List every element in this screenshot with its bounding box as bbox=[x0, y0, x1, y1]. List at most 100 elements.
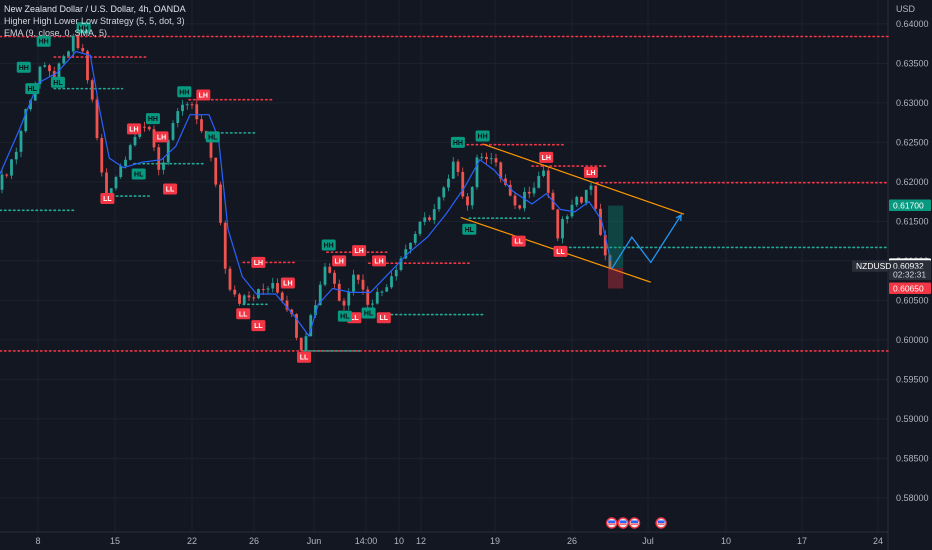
candle-body bbox=[418, 221, 422, 234]
candle-body bbox=[176, 111, 180, 123]
candle-body bbox=[513, 195, 517, 206]
chart-legend: New Zealand Dollar / U.S. Dollar, 4h, OA… bbox=[4, 3, 186, 39]
swing-label-lh: LH bbox=[196, 89, 211, 101]
economic-event-flag[interactable] bbox=[606, 517, 618, 529]
event-flags[interactable] bbox=[606, 517, 667, 529]
candle-body bbox=[76, 35, 80, 48]
swing-label-ll: LL bbox=[553, 245, 568, 257]
candle-body bbox=[157, 147, 161, 170]
candle-body bbox=[299, 337, 303, 351]
candle-body bbox=[537, 175, 541, 188]
ema-line bbox=[0, 50, 612, 338]
candle-body bbox=[532, 187, 536, 194]
candle-body bbox=[124, 159, 127, 167]
candle-body bbox=[380, 291, 384, 293]
candle-body bbox=[570, 204, 574, 217]
economic-event-flag[interactable] bbox=[628, 517, 641, 529]
indicator-ema-label[interactable]: EMA (9, close, 0, SMA, 5) bbox=[4, 28, 108, 38]
candle-body bbox=[10, 159, 13, 176]
candle-body bbox=[162, 162, 165, 170]
time-axis[interactable]: 8 15 22 26 Jun 14:00 10 12 19 26 Jul 10 17 24 bbox=[35, 536, 883, 546]
price-tick-label: 0.59500 bbox=[896, 374, 929, 384]
candle-body bbox=[485, 156, 488, 160]
projection-path[interactable] bbox=[611, 214, 682, 270]
indicator-hhll-label[interactable]: Higher High Lower Low Strategy (5, 5, do… bbox=[4, 16, 185, 26]
candle-body bbox=[480, 156, 484, 158]
position-target-zone[interactable] bbox=[608, 205, 624, 268]
candle-body bbox=[447, 178, 450, 188]
candle-body bbox=[223, 222, 227, 269]
candle-body bbox=[575, 196, 579, 205]
swing-label-text: HL bbox=[465, 227, 475, 234]
candle-body bbox=[599, 208, 602, 235]
candle-body bbox=[119, 166, 123, 178]
swing-label-hh: HH bbox=[475, 130, 490, 142]
price-tag-text: 02:32:31 bbox=[893, 270, 926, 280]
candle-body bbox=[71, 35, 75, 52]
currency-label: USD bbox=[896, 4, 916, 14]
candle-body bbox=[214, 157, 218, 185]
swing-label-text: HL bbox=[364, 310, 374, 317]
candle-body bbox=[29, 100, 32, 110]
economic-event-flag[interactable] bbox=[617, 517, 629, 529]
time-tick-label: 12 bbox=[416, 536, 426, 546]
candle-body bbox=[276, 283, 279, 293]
economic-event-flag[interactable] bbox=[655, 517, 667, 529]
position-stop-zone[interactable] bbox=[608, 267, 624, 289]
price-tick-label: 0.62000 bbox=[896, 177, 929, 187]
candle-body bbox=[390, 276, 393, 288]
swing-label-text: LL bbox=[103, 196, 112, 203]
channel-line[interactable] bbox=[482, 143, 685, 215]
candle-body bbox=[290, 309, 294, 315]
candle-body bbox=[266, 288, 270, 290]
swing-label-lh: LH bbox=[583, 166, 598, 178]
swing-label-text: LH bbox=[199, 92, 208, 99]
candle-body bbox=[304, 336, 308, 351]
swing-label-lh: LH bbox=[126, 123, 141, 135]
price-tags: 0.617000.609500.6093202:32:310.60650NZDU… bbox=[852, 199, 931, 294]
candle-body bbox=[271, 283, 275, 289]
candle-body bbox=[62, 56, 66, 64]
candle-body bbox=[589, 185, 593, 190]
candle-body bbox=[295, 314, 298, 338]
candle-body bbox=[375, 291, 379, 304]
candle-body bbox=[342, 300, 346, 306]
swing-label-text: LL bbox=[300, 355, 309, 362]
swing-label-ll: LL bbox=[297, 351, 311, 363]
candle-body bbox=[24, 109, 28, 132]
swing-label-hl: HL bbox=[25, 83, 40, 95]
swing-label-hl: HL bbox=[205, 131, 220, 143]
swing-label-hh: HH bbox=[321, 239, 336, 251]
price-tick-label: 0.63000 bbox=[896, 98, 929, 108]
time-tick-label: 22 bbox=[187, 536, 197, 546]
candle-body bbox=[48, 65, 51, 72]
swing-label-lh: LH bbox=[280, 277, 295, 289]
swing-label-ll: LL bbox=[100, 192, 115, 204]
candle-body bbox=[323, 266, 327, 285]
candle-body bbox=[432, 209, 436, 220]
time-tick-label: 15 bbox=[110, 536, 120, 546]
swing-label-text: HH bbox=[79, 25, 89, 32]
time-tick-label: 19 bbox=[490, 536, 500, 546]
candle-body bbox=[347, 291, 351, 306]
swing-label-lh: LH bbox=[372, 255, 387, 267]
symbol-title[interactable]: New Zealand Dollar / U.S. Dollar, 4h, OA… bbox=[4, 4, 186, 14]
candle-body bbox=[247, 295, 251, 298]
swing-label-ll: LL bbox=[511, 235, 526, 247]
candle-body bbox=[38, 66, 42, 84]
candle-body bbox=[546, 170, 550, 193]
swing-label-text: HH bbox=[39, 39, 49, 46]
price-tag-stop: 0.60650 bbox=[889, 282, 931, 294]
candle-body bbox=[309, 315, 313, 337]
swing-label-hh: HH bbox=[76, 22, 91, 34]
swing-label-lh: LH bbox=[332, 255, 347, 267]
candle-body bbox=[133, 136, 137, 146]
symbol-price-tag: NZDUSD bbox=[852, 260, 891, 272]
candle-body bbox=[238, 294, 241, 304]
swing-label-text: HL bbox=[134, 171, 144, 178]
price-tick-label: 0.60000 bbox=[896, 335, 929, 345]
price-tick-label: 0.62500 bbox=[896, 137, 929, 147]
candle-body bbox=[337, 283, 341, 301]
